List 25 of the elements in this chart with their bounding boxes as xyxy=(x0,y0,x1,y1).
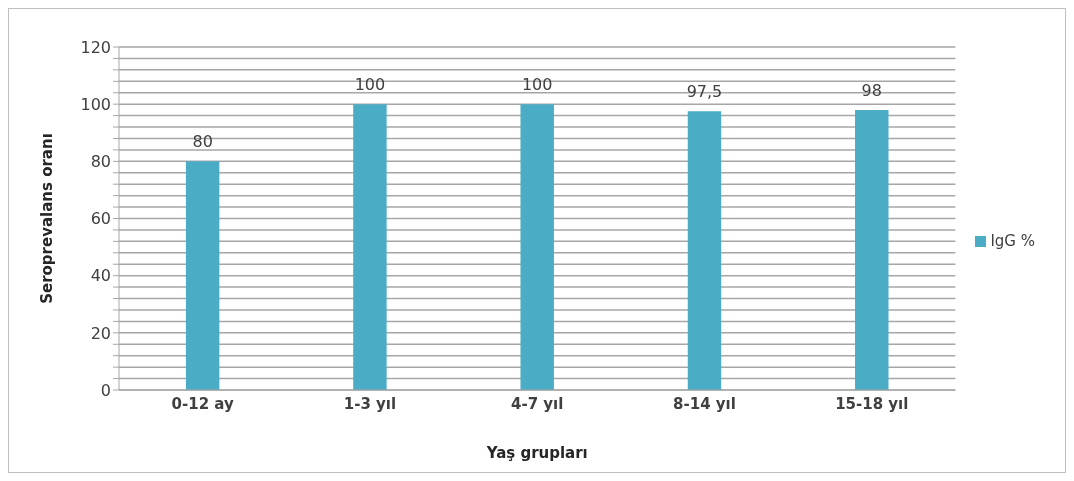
bar xyxy=(520,104,554,390)
text: 97,5 xyxy=(686,82,723,102)
text: 100 xyxy=(521,75,553,95)
y-tick-label: 0 xyxy=(100,380,111,400)
bar xyxy=(687,111,722,390)
x-tick-label: 1-3 yıl xyxy=(343,394,397,413)
x-axis-title: Yaş grupları xyxy=(485,444,588,462)
x-tick-label: 15-18 yıl xyxy=(835,394,909,413)
text: 80 xyxy=(192,132,213,152)
text: 98 xyxy=(861,80,882,100)
y-tick-label: 20 xyxy=(90,323,111,343)
y-tick-label: 120 xyxy=(80,37,111,57)
y-tick-label: 40 xyxy=(90,266,111,286)
y-tick-label: 60 xyxy=(90,209,111,229)
bar xyxy=(185,161,220,390)
y-axis-title: Seroprevalans oranı xyxy=(38,133,57,304)
y-tick-label: 100 xyxy=(80,94,111,114)
bar xyxy=(353,104,387,390)
legend-label: IgG % xyxy=(990,231,1035,250)
x-tick-label: 0-12 ay xyxy=(171,394,234,413)
x-tick-label: 4-7 yıl xyxy=(511,394,564,413)
x-tick-label: 8-14 yıl xyxy=(673,394,736,413)
text: 100 xyxy=(354,75,386,95)
y-tick-label: 80 xyxy=(90,152,111,172)
bar xyxy=(855,109,889,390)
